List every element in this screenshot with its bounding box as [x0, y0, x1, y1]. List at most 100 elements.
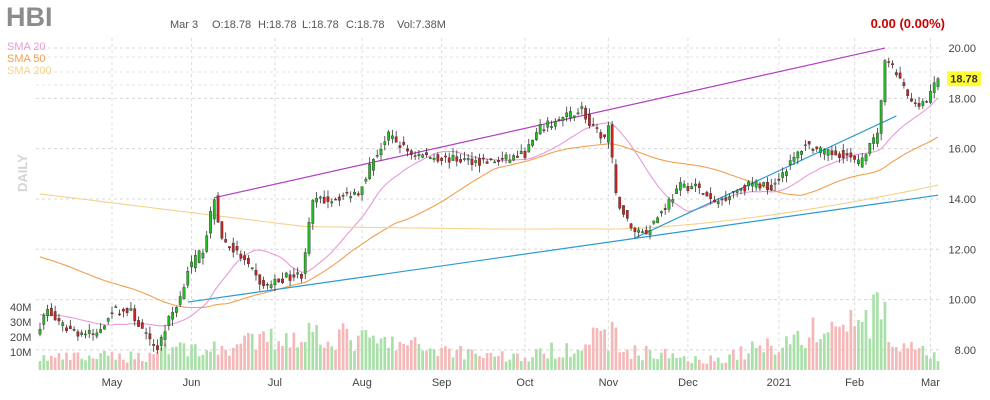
candle-body	[917, 103, 921, 107]
candle-body	[417, 154, 421, 156]
candle-body	[129, 308, 133, 311]
candle-body	[466, 158, 470, 161]
candle-body	[504, 154, 508, 160]
volume-bar	[481, 358, 485, 370]
volume-bar	[925, 355, 928, 370]
candle-body	[284, 272, 288, 278]
candle-body	[95, 332, 99, 337]
volume-bar	[190, 344, 193, 370]
volume-bar	[262, 331, 265, 370]
candle-body	[595, 127, 599, 129]
candle-body	[902, 82, 906, 86]
volume-bar	[591, 327, 595, 370]
candle-body	[277, 278, 281, 283]
candle-body	[553, 121, 557, 127]
volume-bar	[913, 349, 917, 370]
candle-body	[660, 211, 663, 214]
volume-bar	[186, 356, 190, 370]
volume-bar	[754, 348, 758, 370]
volume-bar	[705, 363, 709, 370]
volume-bar	[440, 347, 443, 370]
volume-bar	[110, 352, 114, 370]
volume-bar	[463, 359, 466, 370]
candle-body	[523, 150, 527, 158]
candle-body	[87, 330, 91, 334]
volume-bar	[303, 341, 307, 370]
candle-body	[319, 196, 322, 199]
candle-body	[762, 182, 766, 187]
volume-bar	[178, 342, 182, 370]
date-tick-label: Oct	[516, 377, 533, 389]
sma-20-line	[39, 97, 939, 327]
candle-body	[315, 197, 318, 203]
volume-bar	[504, 361, 508, 370]
volume-bar	[99, 353, 102, 370]
candle-body	[606, 125, 610, 143]
volume-bar	[459, 345, 462, 370]
volume-bar	[675, 357, 678, 370]
candle-body	[550, 126, 553, 128]
volume-bar	[751, 341, 754, 370]
volume-bar	[614, 327, 618, 370]
volume-bar	[292, 332, 296, 370]
candle-body	[743, 185, 747, 192]
volume-bar	[724, 362, 728, 370]
volume-bar	[444, 346, 447, 370]
candle-body	[534, 132, 538, 140]
volume-bar	[409, 340, 413, 370]
candle-body	[459, 159, 462, 163]
candle-body	[133, 308, 137, 322]
candle-body	[239, 253, 243, 259]
volume-bar	[830, 321, 834, 370]
candle-body	[455, 156, 459, 162]
candle-body	[144, 332, 148, 334]
volume-bar	[425, 350, 428, 370]
candle-body	[243, 255, 246, 261]
quote-date: Mar 3	[170, 19, 198, 31]
volume-bar	[720, 363, 724, 370]
candle-body	[860, 157, 864, 168]
volume-bar	[857, 319, 860, 370]
volume-bar	[644, 345, 648, 370]
volume-bar	[228, 355, 231, 370]
volume-bar	[489, 352, 493, 370]
volume-bar	[860, 322, 864, 370]
candle-body	[428, 157, 432, 159]
candle-body	[546, 120, 550, 128]
volume-bar	[887, 342, 891, 370]
volume-bar	[50, 355, 53, 370]
candle-body	[409, 150, 413, 155]
volume-bar	[428, 348, 432, 370]
date-tick-label: Jun	[183, 377, 201, 389]
volume-bar	[84, 360, 87, 370]
volume-bar	[231, 347, 235, 370]
candle-body	[868, 143, 872, 154]
candle-body	[216, 195, 220, 223]
candle-body	[190, 261, 193, 268]
candle-body	[262, 280, 265, 287]
volume-bar	[474, 353, 478, 370]
candle-body	[675, 188, 678, 194]
candle-body	[811, 149, 815, 151]
candle-body	[542, 129, 546, 131]
volume-bar	[167, 354, 171, 370]
volume-bar	[315, 324, 318, 370]
volume-bar	[216, 354, 220, 370]
volume-bar	[671, 353, 675, 370]
volume-bar	[42, 355, 46, 370]
candle-body	[841, 150, 845, 159]
volume-bar	[686, 361, 690, 370]
volume-bar	[406, 345, 409, 370]
volume-bar	[565, 343, 569, 370]
candle-body	[99, 329, 103, 333]
volume-bar	[76, 352, 80, 370]
volume-bar	[421, 350, 425, 370]
candle-body	[766, 182, 769, 191]
candle-body	[197, 250, 201, 264]
volume-bar	[932, 352, 936, 370]
date-tick-label: Sep	[432, 377, 452, 389]
volume-bar	[531, 357, 534, 370]
volume-bar	[288, 347, 292, 370]
volume-bar	[667, 358, 671, 370]
